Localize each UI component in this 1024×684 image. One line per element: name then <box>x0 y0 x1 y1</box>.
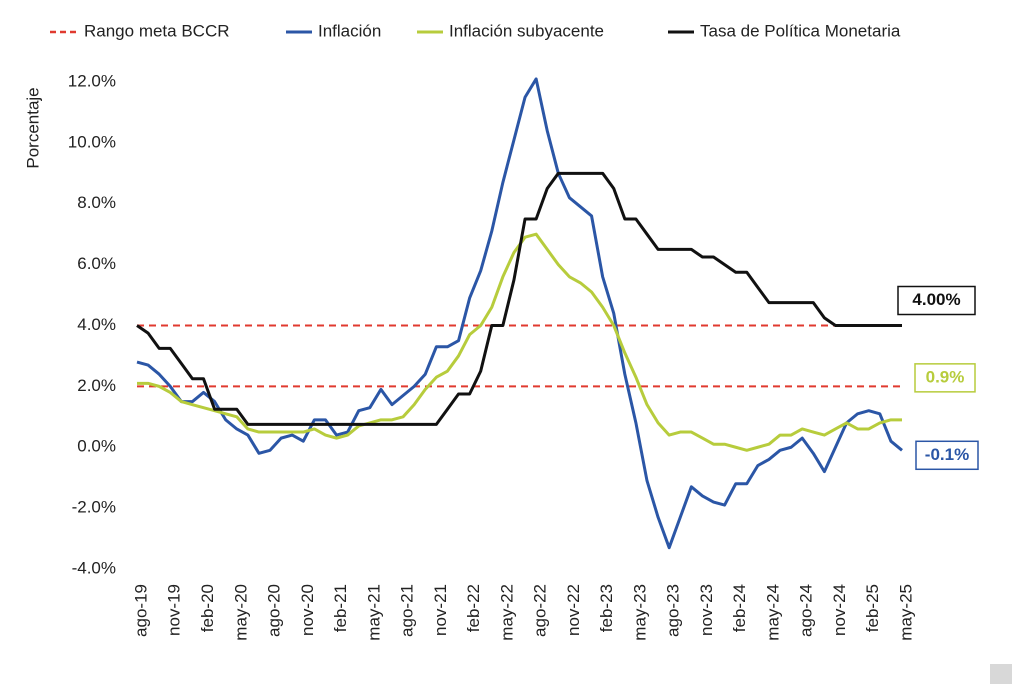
y-tick-label: 2.0% <box>77 376 116 395</box>
end-label-box <box>897 285 976 316</box>
x-tick-label: may-20 <box>231 584 250 641</box>
x-tick-label: nov-20 <box>298 584 317 636</box>
y-axis-label: Porcentaje <box>23 87 42 168</box>
x-tick-label: nov-21 <box>431 584 450 636</box>
series-line <box>136 171 902 426</box>
x-tick-label: may-22 <box>497 584 516 641</box>
y-tick-label: 10.0% <box>68 132 116 151</box>
x-tick-label: nov-24 <box>830 584 849 636</box>
y-tick-label: 4.0% <box>77 315 116 334</box>
x-tick-label: may-23 <box>630 584 649 641</box>
legend-label: Rango meta BCCR <box>84 21 230 40</box>
x-tick-label: may-24 <box>763 584 782 641</box>
x-tick-label: ago-20 <box>265 584 284 637</box>
x-tick-label: ago-24 <box>797 584 816 637</box>
x-tick-label: may-25 <box>896 584 915 641</box>
y-tick-label: 8.0% <box>77 193 116 212</box>
x-tick-label: ago-22 <box>531 584 550 637</box>
x-tick-label: ago-21 <box>398 584 417 637</box>
y-tick-label: 12.0% <box>68 71 116 90</box>
x-tick-label: feb-22 <box>464 584 483 632</box>
x-tick-label: ago-19 <box>131 584 150 637</box>
x-tick-label: nov-22 <box>564 584 583 636</box>
x-tick-label: feb-21 <box>331 584 350 632</box>
y-tick-label: -4.0% <box>72 558 116 577</box>
x-tick-label: feb-23 <box>597 584 616 632</box>
x-tick-label: ago-23 <box>664 584 683 637</box>
legend-label: Tasa de Política Monetaria <box>700 21 901 40</box>
series-line <box>137 232 902 452</box>
x-tick-label: may-21 <box>364 584 383 641</box>
legend-label: Inflación subyacente <box>449 21 604 40</box>
end-label: 0.9% <box>926 367 965 386</box>
end-label: -0.1% <box>925 445 969 464</box>
legend-label: Inflación <box>318 21 381 40</box>
y-tick-label: 6.0% <box>77 254 116 273</box>
x-tick-label: nov-19 <box>165 584 184 636</box>
end-label: 4.00% <box>912 290 960 309</box>
x-tick-label: feb-25 <box>863 584 882 632</box>
x-tick-label: feb-20 <box>198 584 217 632</box>
corner-mark <box>990 664 1012 684</box>
y-tick-label: 0.0% <box>77 437 116 456</box>
y-tick-label: -2.0% <box>72 498 116 517</box>
x-tick-label: feb-24 <box>730 584 749 632</box>
end-label-box <box>915 440 979 471</box>
x-tick-label: nov-23 <box>697 584 716 636</box>
end-label-box <box>914 363 976 393</box>
series-line <box>136 77 903 550</box>
